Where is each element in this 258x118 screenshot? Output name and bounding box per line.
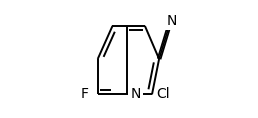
- Text: N: N: [130, 87, 141, 101]
- Text: Cl: Cl: [156, 87, 170, 101]
- Text: F: F: [81, 87, 89, 101]
- Text: N: N: [167, 14, 177, 28]
